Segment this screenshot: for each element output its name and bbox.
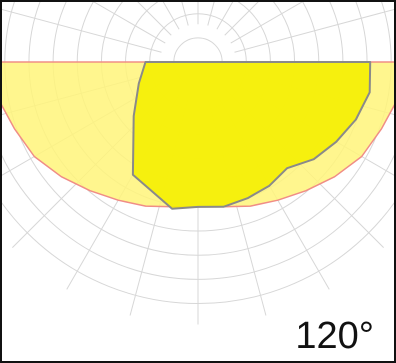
grid-spoke [181,2,189,26]
grid-spoke [2,8,162,53]
grid-spoke [137,2,172,36]
grid-spoke [224,2,259,36]
series-area-inner [131,61,372,210]
beam-angle-label: 120° [293,315,376,357]
grid-spoke [234,8,394,53]
grid-spoke [207,2,215,26]
polar-candela-chart [2,2,394,325]
grid-spoke [216,2,234,30]
grid-spoke [93,2,166,44]
grid-spoke [162,2,180,30]
polar-series [2,61,394,210]
grid-spoke [230,2,303,44]
